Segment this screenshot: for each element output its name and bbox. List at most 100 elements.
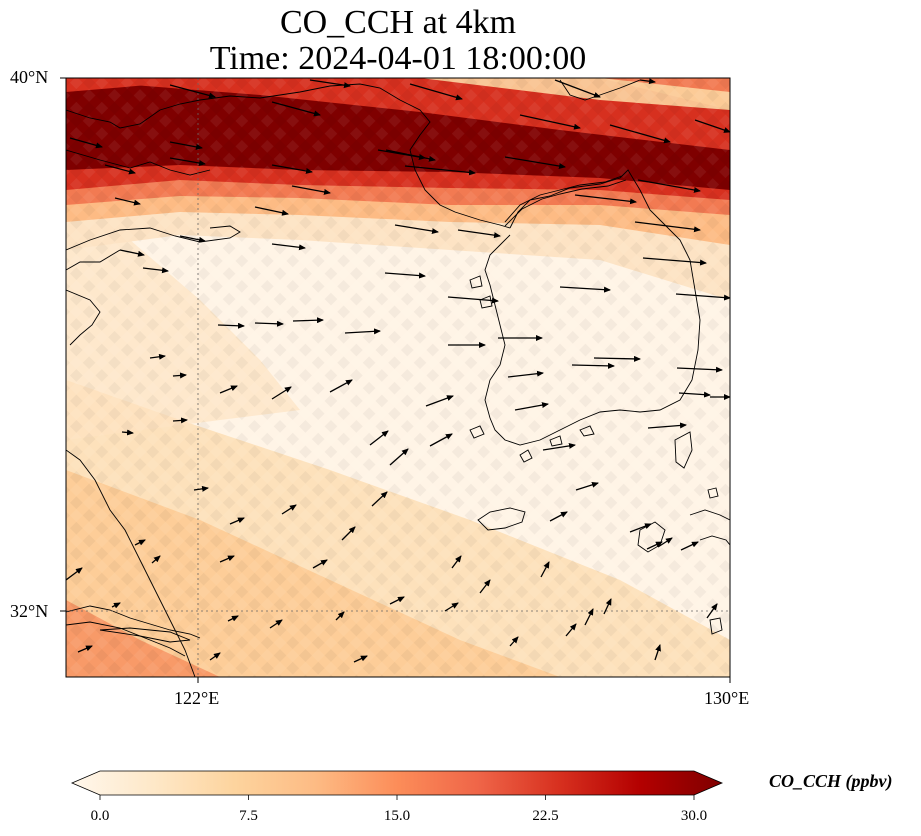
wind-vector-arrow (227, 615, 239, 622)
wind-vector-arrow (271, 164, 313, 174)
wind-vector-arrow (134, 539, 146, 546)
wind-vector-arrow (114, 197, 141, 206)
wind-vector-arrow (377, 149, 426, 160)
wind-vector-arrow (694, 119, 730, 133)
wind-vector-arrow (549, 511, 568, 522)
wind-vector-arrow (394, 224, 439, 234)
wind-vector-arrow (559, 286, 611, 293)
wind-vector-arrow (680, 541, 699, 551)
wind-vector-arrow (642, 257, 707, 266)
map-frame (65, 77, 731, 678)
wind-vector-arrow (119, 249, 145, 257)
wind-vector-arrow (193, 485, 209, 492)
wind-vector-arrow (292, 317, 324, 324)
wind-vector-arrow (169, 157, 206, 166)
wind-vector-arrow (281, 504, 297, 515)
wind-vector-arrow (121, 429, 134, 436)
wind-vector-arrow (254, 320, 284, 327)
colorbar-body (70, 770, 724, 796)
wind-vector-arrow (219, 385, 238, 394)
wind-vector-arrow (571, 362, 615, 369)
wind-vector-arrow (329, 379, 353, 393)
wind-vector-arrow (678, 391, 711, 398)
wind-vector-arrow (66, 567, 83, 581)
axis-ticks (60, 77, 731, 683)
colorbar-tick-1: 7.5 (239, 808, 258, 824)
wind-vector-arrow (639, 78, 656, 85)
colorbar-tick-2: 15.0 (383, 808, 411, 824)
wind-vector-arrow (309, 79, 351, 89)
wind-vector-arrow (69, 137, 103, 149)
wind-vector-arrow (389, 448, 409, 466)
wind-vector-arrow (634, 221, 701, 233)
wind-vector-arrow (574, 194, 637, 205)
wind-vector-arrow (369, 430, 389, 446)
wind-vector-arrow (111, 602, 121, 609)
wind-vector-arrow (654, 644, 661, 661)
map-subtitle-time: Time: 2024-04-01 18:00:00 (209, 40, 587, 77)
colorbar-tick-4: 30.0 (680, 808, 708, 824)
colorbar-title: CO_CCH (ppbv) (769, 771, 893, 791)
wind-vector-arrow (172, 372, 187, 379)
wind-vector-arrow (451, 555, 462, 569)
wind-vector-arrow (504, 156, 566, 169)
wind-vector-arrow (584, 608, 594, 626)
wind-vector-arrow (509, 636, 519, 647)
wind-vector-arrow (209, 652, 221, 661)
colorbar-tick-0: 0.0 (90, 808, 110, 824)
wind-vector-arrow (151, 555, 161, 564)
wind-vector-arrow (425, 395, 454, 407)
wind-vector-arrow (179, 235, 206, 243)
wind-vector-arrow (629, 523, 652, 533)
wind-vector-arrow (254, 206, 289, 216)
wind-vector-arrow (341, 526, 356, 541)
wind-vector-arrow (609, 124, 671, 144)
wind-vector-arrow (514, 402, 549, 411)
wind-vector-arrow (457, 229, 501, 239)
wind-vector-arrow (142, 267, 169, 274)
wind-vector-arrow (603, 598, 612, 615)
wind-vector-arrow (675, 293, 730, 301)
wind-vector-arrow (646, 541, 663, 550)
lat-tick-32n: 32°N (10, 601, 49, 621)
wind-vector-arrow (229, 517, 245, 525)
wind-vector-arrow (429, 433, 453, 447)
wind-vector-arrow (389, 596, 405, 605)
lon-tick-130e: 130°E (704, 688, 750, 708)
wind-vector-arrow (404, 165, 476, 176)
coastlines (66, 79, 730, 677)
colorbar-ticks (99, 795, 695, 800)
wind-vector-arrow (271, 386, 292, 400)
co-concentration-field (66, 78, 730, 677)
wind-vector-arrow (575, 481, 599, 491)
wind-vector-arrow (706, 603, 718, 619)
wind-vector-arrow (384, 272, 426, 279)
wind-vector-arrow (479, 579, 491, 594)
wind-vector-arrow (344, 328, 381, 335)
wind-vector-arrow (149, 353, 166, 360)
wind-vector-arrow (519, 114, 581, 130)
wind-vector-arrow (540, 561, 550, 578)
wind-vector-arrow (77, 645, 93, 653)
wind-vector-arrow (676, 366, 723, 373)
gridlines (66, 78, 730, 677)
wind-vector-arrow (507, 370, 544, 378)
wind-vector-arrow (169, 84, 216, 99)
wind-vector-arrow (271, 101, 321, 117)
colorbar-tick-3: 22.5 (532, 808, 559, 824)
wind-vector-arrow (217, 322, 245, 329)
wind-vector-arrow (172, 417, 188, 424)
wind-vector-arrow (371, 491, 388, 507)
wind-vector-arrow (335, 611, 345, 621)
map-title: CO_CCH at 4km (279, 4, 517, 41)
wind-vector-arrow (269, 619, 283, 629)
wind-vector-arrow (169, 141, 203, 150)
wind-vector-arrow (353, 655, 368, 663)
wind-vector-arrow (312, 559, 328, 569)
wind-vector-arrow (271, 243, 306, 251)
wind-vector-arrow (554, 79, 601, 98)
wind-vector-arrow (637, 179, 701, 193)
wind-vector-arrow (647, 422, 687, 429)
